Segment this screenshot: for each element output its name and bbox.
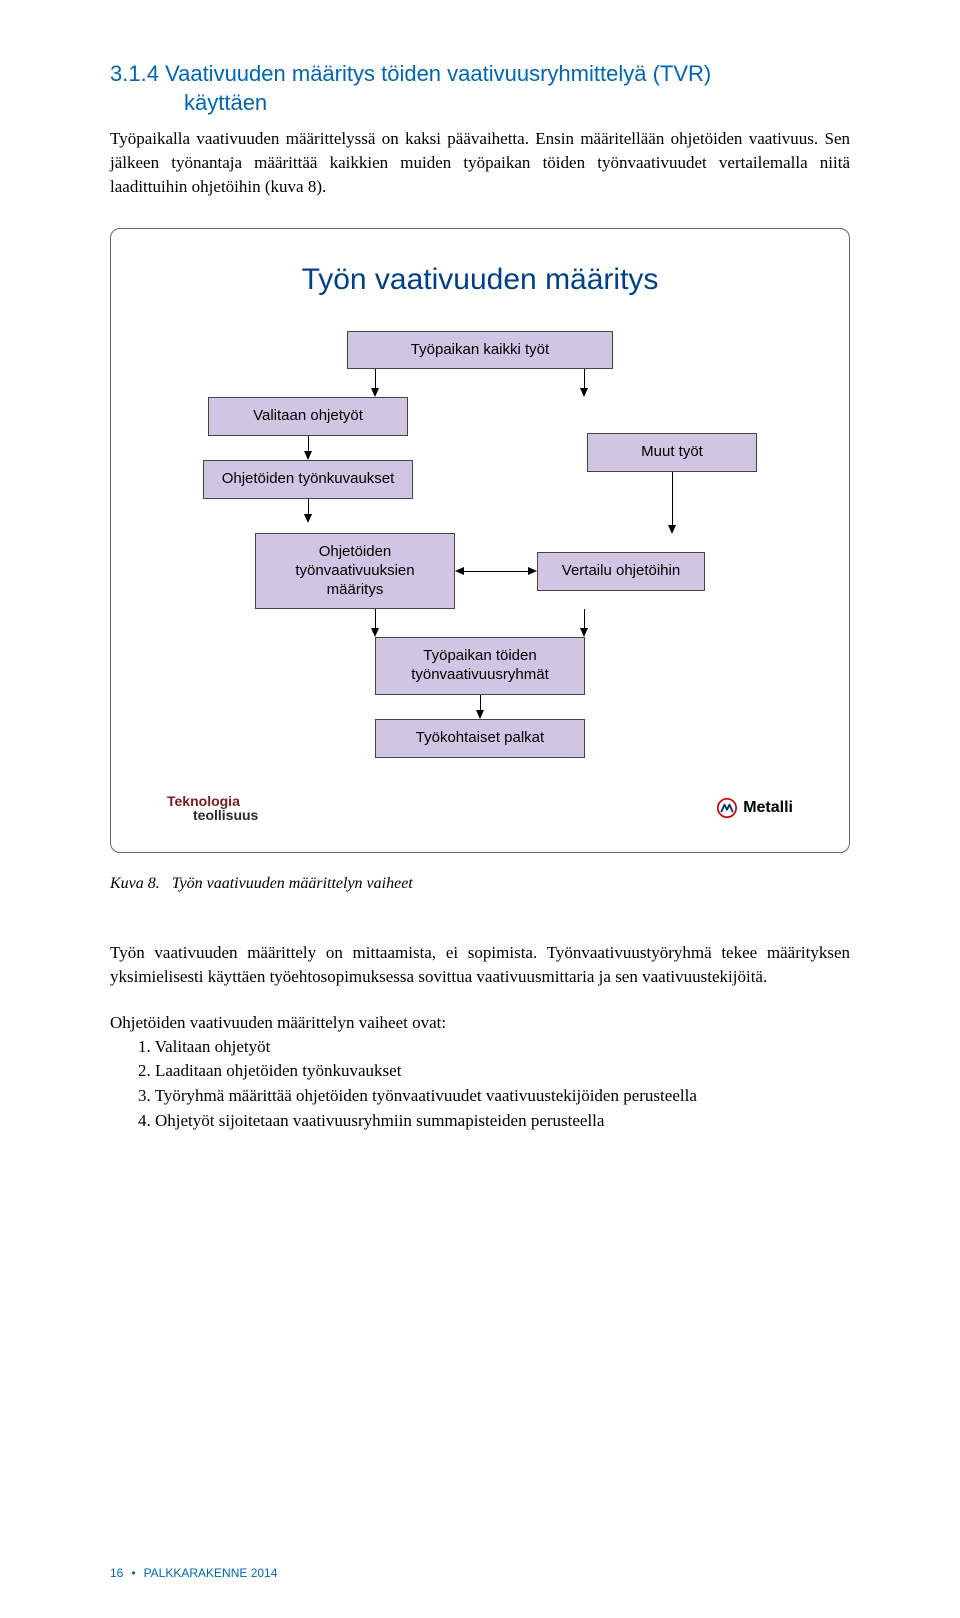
node-select-ohjetyot: Valitaan ohjetyöt <box>208 397 408 436</box>
arrow-right-icon <box>528 567 537 575</box>
connector-line <box>464 571 528 572</box>
arrow-down-icon <box>672 472 673 534</box>
heading-text-line1: Vaativuuden määritys töiden vaativuusryh… <box>165 61 711 86</box>
list-item: 2. Laaditaan ohjetöiden työnkuvaukset <box>138 1059 850 1084</box>
merge-arrows <box>320 609 640 637</box>
page-number: 16 <box>110 1566 123 1580</box>
arrow-down-icon <box>308 499 309 523</box>
left-column: Valitaan ohjetyöt Ohjetöiden työnkuvauks… <box>203 397 413 523</box>
right-column: Muut työt <box>587 397 757 534</box>
node-line2: työnvaativuuksien määritys <box>295 562 414 598</box>
heading-text-line2: käyttäen <box>110 90 267 115</box>
node-ohjetoiden-maaritys: Ohjetöiden työnvaativuuksien määritys <box>255 533 455 609</box>
page-footer: 16 • PALKKARAKENNE 2014 <box>110 1566 277 1580</box>
metalli-logo: Metalli <box>717 798 793 818</box>
node-kuvaukset: Ohjetöiden työnkuvaukset <box>203 460 413 499</box>
bidirectional-arrow <box>455 567 537 575</box>
bullet-icon: • <box>131 1566 135 1580</box>
node-all-jobs: Työpaikan kaikki työt <box>347 331 613 370</box>
connector-row: Ohjetöiden työnvaativuuksien määritys Ve… <box>255 533 705 609</box>
metalli-logo-text: Metalli <box>743 799 793 817</box>
flowchart: Työpaikan kaikki työt Valitaan ohjetyöt … <box>161 331 799 758</box>
flowchart-figure: Työn vaativuuden määritys Työpaikan kaik… <box>110 228 850 853</box>
figure-caption: Kuva 8. Työn vaativuuden määrittelyn vai… <box>110 875 850 893</box>
logo-text-line1: Teknologia <box>167 794 258 808</box>
arrow-down-icon <box>584 609 585 637</box>
list-intro: Ohjetöiden vaativuuden määrittelyn vaihe… <box>110 1013 850 1033</box>
list-item: 1. Valitaan ohjetyöt <box>138 1035 850 1060</box>
arrow-down-icon <box>375 369 376 397</box>
node-line2: työnvaativuusryhmät <box>411 666 549 683</box>
diagram-footer: Teknologia teollisuus Metalli <box>161 794 799 822</box>
arrow-down-icon <box>480 695 481 719</box>
arrow-down-icon <box>375 609 376 637</box>
paragraph-2: Työn vaativuuden määrittely on mittaamis… <box>110 941 850 989</box>
paragraph-1: Työpaikalla vaativuuden määrittelyssä on… <box>110 127 850 199</box>
ordered-list: 1. Valitaan ohjetyöt 2. Laaditaan ohjetö… <box>110 1035 850 1134</box>
arrow-left-icon <box>455 567 464 575</box>
node-muut-tyot: Muut työt <box>587 433 757 472</box>
arrow-down-icon <box>308 436 309 460</box>
list-item: 3. Työryhmä määrittää ohjetöiden työnvaa… <box>138 1084 850 1109</box>
section-heading: 3.1.4 Vaativuuden määritys töiden vaativ… <box>110 60 850 117</box>
metalli-mark-icon <box>717 798 737 818</box>
node-palkat: Työkohtaiset palkat <box>375 719 585 758</box>
logo-text-line2: teollisuus <box>167 808 258 822</box>
teknologiateollisuus-logo: Teknologia teollisuus <box>167 794 258 822</box>
arrow-down-icon <box>584 369 585 397</box>
node-line1: Ohjetöiden <box>319 543 392 560</box>
book-title: PALKKARAKENNE 2014 <box>144 1566 278 1580</box>
diagram-title: Työn vaativuuden määritys <box>161 263 799 297</box>
node-vertailu: Vertailu ohjetöihin <box>537 552 705 591</box>
node-vaativuusryhmat: Työpaikan töiden työnvaativuusryhmät <box>375 637 585 695</box>
node-line1: Työpaikan töiden <box>423 647 536 664</box>
caption-text: Työn vaativuuden määrittelyn vaiheet <box>172 875 413 892</box>
list-item: 4. Ohjetyöt sijoitetaan vaativuusryhmiin… <box>138 1109 850 1134</box>
heading-number: 3.1.4 <box>110 61 159 86</box>
split-arrows <box>320 369 640 397</box>
caption-label: Kuva 8. <box>110 875 160 892</box>
two-column-row: Valitaan ohjetyöt Ohjetöiden työnkuvauks… <box>161 397 799 534</box>
